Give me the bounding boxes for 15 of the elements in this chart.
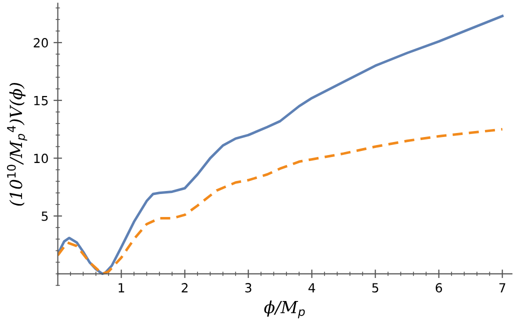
line-series (58, 128, 504, 276)
x-tick-label: 7 (499, 283, 506, 292)
y-tick-label: 15 (34, 96, 48, 106)
y-tick-label: 20 (34, 38, 48, 48)
x-tick-label: 6 (436, 283, 442, 293)
x-tick-label: 3 (245, 283, 252, 293)
y-tick-label: 10 (34, 154, 48, 164)
x-tick-label: 5 (372, 283, 378, 293)
x-axis-title: ϕ/M$_{p}$ (264, 300, 305, 318)
line-series (58, 14, 504, 276)
y-axis-title: (10$^{10}$/M$_{p}$$^{4}$)V(ϕ) (6, 82, 28, 206)
x-tick-label: 1 (118, 283, 124, 292)
x-tick-label: 2 (182, 283, 188, 292)
x-tick-label: 4 (308, 283, 316, 292)
y-tick-label: 5 (42, 212, 48, 221)
